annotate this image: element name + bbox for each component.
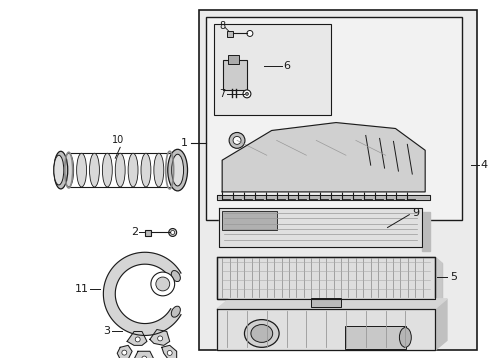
- Ellipse shape: [54, 151, 68, 189]
- Circle shape: [122, 350, 126, 355]
- Text: 6: 6: [283, 61, 290, 71]
- FancyBboxPatch shape: [214, 23, 330, 114]
- Polygon shape: [434, 257, 441, 305]
- Polygon shape: [217, 195, 429, 200]
- Polygon shape: [217, 299, 446, 309]
- Ellipse shape: [141, 153, 151, 187]
- Ellipse shape: [154, 153, 163, 187]
- FancyBboxPatch shape: [206, 17, 461, 220]
- Text: 11: 11: [74, 284, 88, 294]
- Polygon shape: [103, 252, 181, 336]
- FancyBboxPatch shape: [199, 10, 476, 350]
- Polygon shape: [217, 257, 441, 263]
- Text: 8: 8: [219, 21, 224, 31]
- Ellipse shape: [399, 328, 410, 347]
- Text: 5: 5: [449, 272, 456, 282]
- Ellipse shape: [171, 270, 180, 282]
- Polygon shape: [162, 345, 176, 360]
- Text: 10: 10: [112, 135, 124, 145]
- Ellipse shape: [171, 306, 180, 317]
- Ellipse shape: [244, 320, 279, 347]
- Circle shape: [168, 229, 176, 237]
- FancyBboxPatch shape: [310, 298, 341, 307]
- FancyBboxPatch shape: [223, 60, 246, 90]
- Polygon shape: [434, 299, 446, 350]
- Circle shape: [151, 272, 174, 296]
- Polygon shape: [127, 332, 146, 345]
- Ellipse shape: [54, 155, 63, 185]
- Circle shape: [170, 230, 174, 234]
- Circle shape: [246, 31, 252, 36]
- Ellipse shape: [115, 153, 125, 187]
- Text: 3: 3: [103, 327, 110, 337]
- Circle shape: [167, 351, 172, 355]
- Polygon shape: [217, 309, 434, 350]
- Bar: [226, 31, 233, 37]
- Ellipse shape: [171, 154, 183, 186]
- Polygon shape: [226, 212, 429, 251]
- Circle shape: [157, 336, 163, 341]
- Polygon shape: [134, 351, 154, 360]
- Circle shape: [243, 90, 250, 98]
- Circle shape: [245, 93, 248, 95]
- Ellipse shape: [89, 153, 99, 187]
- Bar: [144, 230, 151, 237]
- Ellipse shape: [167, 149, 187, 191]
- Ellipse shape: [250, 325, 272, 342]
- Polygon shape: [117, 345, 132, 359]
- Polygon shape: [219, 208, 421, 247]
- FancyBboxPatch shape: [227, 55, 238, 64]
- Ellipse shape: [77, 153, 86, 187]
- Circle shape: [156, 277, 169, 291]
- Circle shape: [229, 132, 244, 148]
- Polygon shape: [150, 329, 169, 345]
- Polygon shape: [217, 257, 434, 299]
- Ellipse shape: [63, 153, 74, 187]
- Circle shape: [142, 356, 146, 360]
- Circle shape: [233, 136, 241, 144]
- FancyBboxPatch shape: [221, 211, 277, 230]
- Ellipse shape: [128, 153, 138, 187]
- Polygon shape: [222, 122, 424, 192]
- Polygon shape: [224, 263, 441, 305]
- Text: 2: 2: [131, 228, 138, 238]
- Ellipse shape: [102, 153, 112, 187]
- Text: 4: 4: [480, 160, 487, 170]
- Text: 1: 1: [181, 138, 188, 148]
- Text: 9: 9: [411, 208, 419, 218]
- Text: 7: 7: [219, 89, 225, 99]
- FancyBboxPatch shape: [344, 325, 406, 349]
- Circle shape: [135, 337, 140, 342]
